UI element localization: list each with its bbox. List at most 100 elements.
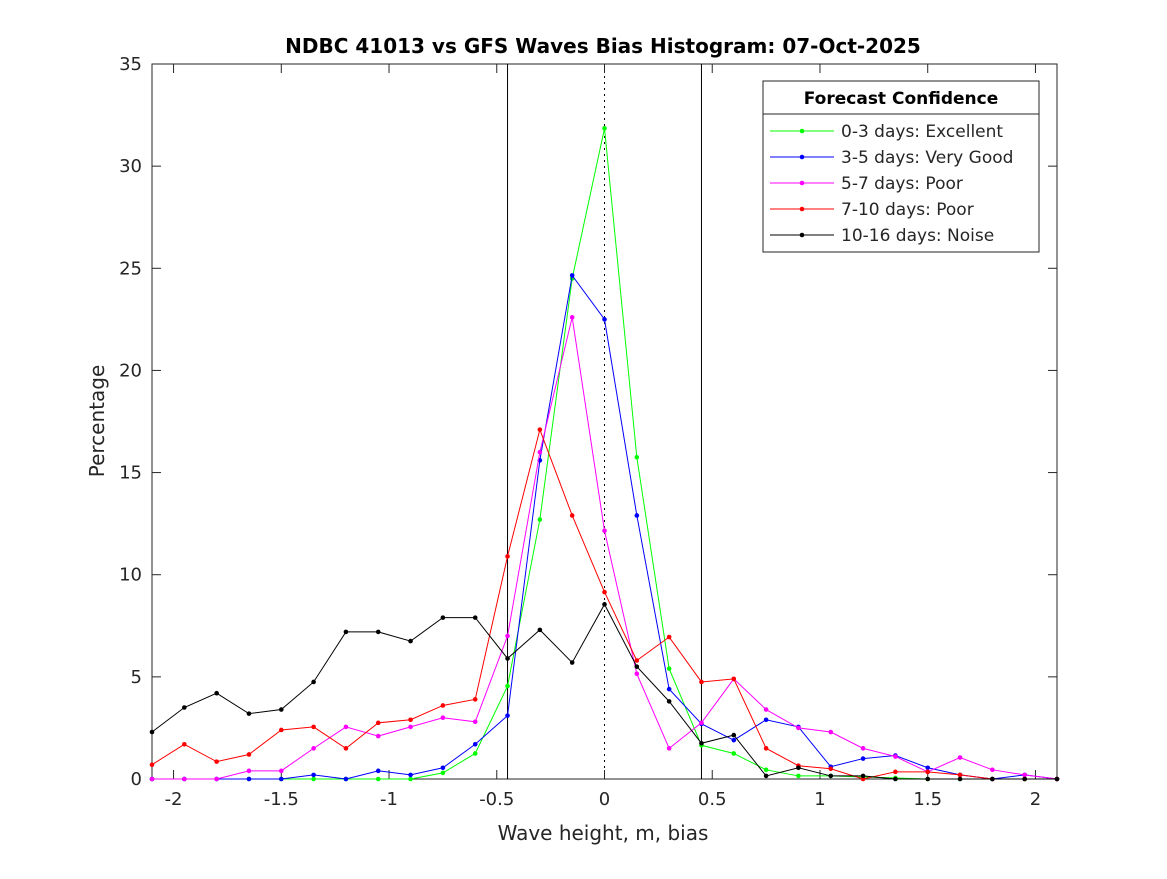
data-point bbox=[375, 629, 381, 635]
data-point bbox=[634, 513, 640, 518]
data-point bbox=[375, 768, 381, 774]
data-point bbox=[149, 776, 155, 782]
legend-item-label: 0-3 days: Excellent bbox=[841, 122, 1003, 142]
legend-swatch-marker bbox=[799, 206, 805, 212]
data-point bbox=[246, 776, 252, 782]
data-point bbox=[375, 733, 381, 739]
data-point bbox=[440, 715, 446, 721]
x-tick-label: 0.5 bbox=[698, 789, 727, 810]
data-point bbox=[472, 697, 478, 702]
series-5-7-days bbox=[149, 315, 1060, 782]
data-point bbox=[182, 776, 187, 782]
data-point bbox=[472, 615, 478, 620]
data-point bbox=[763, 746, 769, 751]
x-tick-label: -2 bbox=[165, 789, 183, 810]
data-point bbox=[278, 707, 284, 712]
legend-swatch-marker bbox=[799, 232, 805, 238]
data-point bbox=[1022, 776, 1027, 782]
data-point bbox=[699, 740, 704, 746]
data-point bbox=[666, 746, 672, 751]
data-point bbox=[408, 638, 413, 644]
x-tick-label: -0.5 bbox=[479, 789, 514, 810]
data-point bbox=[343, 724, 349, 730]
data-point bbox=[796, 725, 801, 731]
data-point bbox=[602, 126, 607, 131]
data-point bbox=[602, 528, 607, 534]
data-point bbox=[731, 676, 737, 682]
y-tick-label: 20 bbox=[119, 360, 142, 381]
data-point bbox=[537, 517, 543, 522]
data-point bbox=[957, 755, 963, 760]
data-point bbox=[408, 717, 413, 723]
chart-title: NDBC 41013 vs GFS Waves Bias Histogram: … bbox=[285, 34, 921, 58]
data-point bbox=[860, 746, 866, 751]
data-point bbox=[149, 762, 155, 767]
series-10-16-days bbox=[149, 602, 1060, 782]
x-axis-label: Wave height, m, bias bbox=[498, 821, 709, 845]
data-point bbox=[311, 746, 316, 751]
data-point bbox=[472, 741, 478, 747]
data-point bbox=[408, 776, 413, 782]
data-point bbox=[893, 769, 898, 775]
data-point bbox=[472, 751, 478, 756]
data-point bbox=[246, 711, 252, 716]
data-point bbox=[925, 765, 931, 771]
data-point bbox=[505, 554, 510, 559]
data-point bbox=[957, 772, 963, 778]
data-point bbox=[375, 720, 381, 726]
data-point bbox=[860, 773, 866, 779]
data-point bbox=[505, 656, 510, 661]
data-point bbox=[505, 683, 510, 689]
data-point bbox=[149, 729, 155, 735]
data-point bbox=[893, 776, 898, 782]
data-point bbox=[246, 768, 252, 774]
data-point bbox=[796, 773, 801, 779]
data-point bbox=[343, 629, 349, 635]
x-tick-label: 2 bbox=[1030, 789, 1041, 810]
legend: Forecast Confidence 0-3 days: Excellent 3… bbox=[762, 80, 1040, 253]
data-point bbox=[343, 746, 349, 751]
data-point bbox=[214, 759, 219, 764]
data-point bbox=[246, 752, 252, 757]
data-point bbox=[440, 765, 446, 771]
data-point bbox=[343, 776, 349, 782]
data-point bbox=[634, 664, 640, 669]
y-tick-label: 0 bbox=[131, 769, 142, 790]
data-point bbox=[796, 765, 801, 771]
data-point bbox=[731, 751, 737, 756]
data-point bbox=[311, 772, 316, 778]
data-point bbox=[763, 773, 769, 779]
data-point bbox=[602, 589, 607, 595]
data-point bbox=[311, 776, 316, 782]
data-point bbox=[408, 724, 413, 730]
x-tick-label: -1 bbox=[380, 789, 398, 810]
x-tick-label: 1.5 bbox=[913, 789, 942, 810]
data-point bbox=[182, 705, 187, 710]
data-point bbox=[957, 776, 963, 782]
data-point bbox=[311, 679, 316, 685]
legend-item-label: 5-7 days: Poor bbox=[841, 174, 963, 194]
data-point bbox=[569, 273, 575, 278]
legend-title: Forecast Confidence bbox=[804, 89, 999, 109]
y-axis-label: Percentage bbox=[85, 365, 109, 478]
data-point bbox=[990, 767, 995, 773]
data-point bbox=[666, 634, 672, 640]
data-point bbox=[634, 454, 640, 460]
data-point bbox=[763, 767, 769, 773]
data-point bbox=[440, 703, 446, 708]
y-tick-label: 35 bbox=[119, 54, 142, 75]
x-tick-label: 1 bbox=[814, 789, 825, 810]
data-point bbox=[472, 719, 478, 725]
data-point bbox=[1022, 772, 1027, 778]
data-point bbox=[925, 776, 931, 782]
data-point bbox=[828, 773, 834, 779]
data-point bbox=[828, 729, 834, 735]
data-point bbox=[925, 769, 931, 775]
legend-item-label: 7-10 days: Poor bbox=[841, 200, 974, 220]
data-point bbox=[408, 772, 413, 778]
y-tick-label: 10 bbox=[119, 565, 142, 586]
y-tick-label: 15 bbox=[119, 463, 142, 484]
data-point bbox=[860, 756, 866, 761]
data-point bbox=[278, 768, 284, 774]
